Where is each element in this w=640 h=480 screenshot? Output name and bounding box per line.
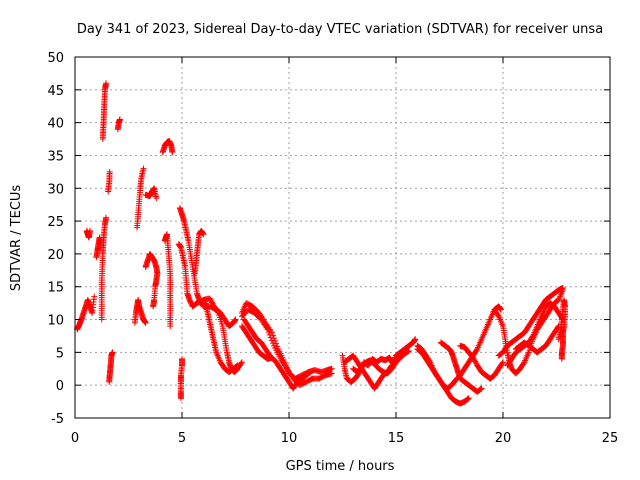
data-point	[209, 300, 216, 307]
data-point	[266, 331, 273, 338]
data-point	[206, 295, 213, 302]
data-point	[142, 319, 149, 326]
data-point	[150, 303, 157, 310]
data-point	[328, 370, 335, 377]
chart-title: Day 341 of 2023, Sidereal Day-to-day VTE…	[77, 22, 603, 37]
data-point	[470, 354, 477, 361]
data-point	[471, 357, 478, 364]
data-point	[264, 326, 271, 333]
data-point	[266, 351, 273, 358]
data-point	[472, 359, 479, 366]
data-point	[103, 80, 110, 87]
data-point	[103, 214, 110, 221]
data-point	[472, 358, 479, 365]
y-tick-label: 5	[56, 346, 64, 361]
data-point	[177, 395, 184, 402]
data-point	[167, 323, 174, 330]
data-point	[478, 385, 485, 392]
data-point	[234, 362, 241, 369]
data-point	[109, 349, 116, 356]
data-point	[500, 359, 506, 366]
x-tick-label: 20	[495, 431, 512, 446]
y-axis-ticks: -5 0 5 10 15 20 25 30 35 40 45 50	[47, 51, 610, 427]
data-point	[267, 334, 274, 341]
x-tick-label: 0	[71, 431, 79, 446]
data-point	[238, 359, 245, 366]
data-point	[140, 165, 147, 172]
data-point	[169, 149, 176, 156]
data-point	[497, 306, 504, 313]
y-tick-label: 40	[47, 117, 64, 132]
data-point	[558, 355, 565, 362]
data-point	[238, 360, 245, 367]
x-axis-label: GPS time / hours	[286, 459, 395, 474]
y-tick-label: 45	[47, 84, 64, 99]
data-point	[214, 308, 221, 315]
data-point	[233, 363, 240, 370]
x-tick-label: 5	[178, 431, 186, 446]
data-points	[74, 80, 569, 407]
data-point	[207, 296, 214, 303]
data-point	[91, 293, 98, 300]
data-point	[412, 336, 419, 343]
data-point	[495, 312, 502, 319]
data-point	[470, 355, 477, 362]
y-tick-label: 0	[56, 379, 64, 394]
data-point	[153, 195, 160, 202]
data-point	[86, 227, 93, 234]
data-point	[268, 337, 275, 344]
data-point	[465, 395, 472, 402]
data-point	[208, 298, 215, 305]
y-tick-label: 25	[47, 215, 64, 230]
data-point	[266, 352, 273, 359]
x-tick-label: 15	[388, 431, 405, 446]
y-axis-label: SDTVAR / TECUs	[9, 185, 24, 292]
data-point	[305, 370, 312, 377]
data-point	[306, 369, 313, 376]
data-point	[477, 386, 484, 393]
plot-frame	[74, 56, 611, 419]
y-tick-label: 50	[47, 51, 64, 66]
data-point	[116, 116, 123, 123]
data-point	[477, 386, 484, 393]
x-tick-label: 10	[281, 431, 298, 446]
data-point	[106, 168, 113, 175]
data-point	[405, 348, 412, 355]
y-tick-label: 30	[47, 182, 64, 197]
data-point	[529, 334, 536, 341]
data-point	[208, 299, 215, 306]
y-tick-label: 10	[47, 314, 64, 329]
data-point	[265, 329, 272, 336]
data-point	[559, 285, 566, 292]
data-point	[520, 360, 527, 367]
data-point	[233, 363, 240, 370]
data-point	[473, 347, 480, 354]
data-point	[269, 340, 276, 347]
y-tick-label: 20	[47, 248, 64, 263]
x-tick-label: 25	[602, 431, 619, 446]
y-tick-label: -5	[51, 412, 64, 427]
y-tick-label: 15	[47, 281, 64, 296]
data-point	[464, 396, 471, 403]
data-point	[232, 316, 239, 323]
grid-lines	[75, 57, 610, 418]
data-point	[307, 369, 314, 376]
x-axis-ticks: 0 5 10 15 20 25	[71, 57, 618, 446]
data-point	[465, 395, 472, 402]
data-point	[499, 360, 506, 367]
y-tick-label: 35	[47, 149, 64, 164]
data-point	[200, 231, 207, 238]
